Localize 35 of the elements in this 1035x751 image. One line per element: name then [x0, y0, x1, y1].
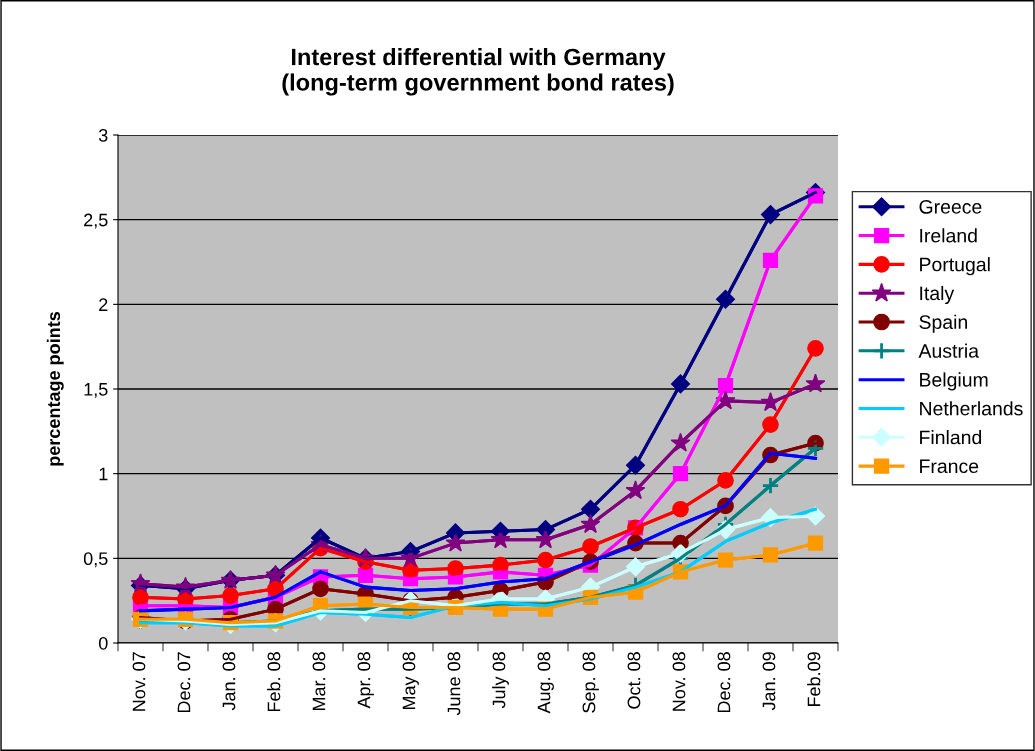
y-tick-label: 1	[99, 467, 108, 481]
x-tick-label: Jan. 09	[762, 652, 776, 711]
x-tick-label: Apr. 08	[357, 652, 374, 709]
legend-label: Greece	[919, 199, 982, 214]
legend-label: Finland	[920, 430, 982, 445]
x-tick-label: Jan. 08	[222, 652, 236, 711]
legend-label: Austria	[918, 343, 980, 358]
x-tick-label: Feb.09	[807, 652, 821, 707]
x-tick-label: Feb. 08	[267, 652, 281, 712]
x-tick-label: Nov. 07	[132, 652, 146, 711]
x-tick-label: Dec. 08	[717, 652, 731, 713]
legend-label: Belgium	[920, 372, 988, 391]
x-tick-label: July 08	[492, 652, 509, 709]
y-tick-label: 3	[98, 128, 108, 142]
x-tick-label: Oct. 08	[627, 652, 641, 709]
legend-label: Ireland	[920, 228, 977, 243]
y-axis-title: percentage points	[46, 311, 64, 466]
x-tick-label: June 08	[447, 652, 461, 716]
chart-title: Interest differential with Germany (long-term government bond rates)	[282, 48, 674, 96]
x-tick-label: Mar. 08	[312, 652, 326, 711]
x-tick-label: May 08	[402, 652, 419, 710]
x-tick-label: Nov. 08	[672, 652, 686, 711]
legend-label: Netherlands	[920, 401, 1023, 416]
y-tick-label: 2	[99, 298, 108, 311]
legend-label: Portugal	[920, 257, 990, 276]
y-tick-label: 0	[98, 636, 108, 650]
y-tick-label: 0,5	[83, 552, 108, 568]
x-tick-label: Dec. 07	[177, 652, 191, 713]
legend-label: Italy	[920, 285, 955, 305]
legend-label: France	[920, 459, 979, 474]
legend-label: Spain	[919, 314, 967, 333]
x-tick-label: Sep. 08	[582, 652, 599, 713]
y-tick-label: 2,5	[84, 213, 108, 229]
x-tick-label: Aug. 08	[537, 652, 554, 714]
y-tick-label: 1,5	[84, 383, 108, 398]
